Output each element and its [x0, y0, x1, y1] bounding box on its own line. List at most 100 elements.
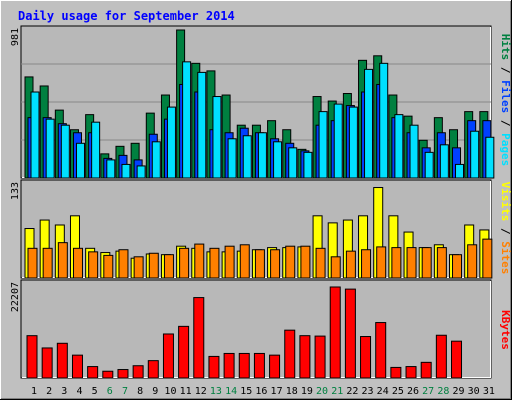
- bar-sites-day-16: [254, 249, 265, 279]
- bar-pages-day-8: [136, 165, 146, 179]
- bar-sites-day-4: [72, 247, 83, 279]
- bar-pages-day-23: [364, 68, 374, 179]
- day-label-20: 20: [316, 386, 328, 397]
- bar-pages-day-13: [212, 96, 222, 179]
- legend-part: /: [499, 113, 512, 133]
- day-label-9: 9: [152, 386, 158, 397]
- bar-kbytes-day-27: [420, 361, 432, 379]
- bar-kbytes-day-6: [102, 370, 114, 379]
- day-label-8: 8: [137, 386, 143, 397]
- bar-kbytes-day-4: [71, 354, 83, 379]
- bar-kbytes-day-15: [238, 352, 250, 379]
- day-label-31: 31: [483, 386, 495, 397]
- bar-sites-day-9: [148, 252, 159, 279]
- bar-sites-day-12: [194, 243, 205, 279]
- bar-sites-day-19: [300, 245, 311, 279]
- legend-part: Visits: [499, 182, 512, 222]
- bar-sites-day-2: [42, 247, 53, 279]
- bar-kbytes-day-24: [375, 322, 387, 379]
- bar-kbytes-day-13: [208, 355, 220, 379]
- bar-pages-day-30: [470, 130, 480, 179]
- bar-kbytes-day-16: [253, 352, 265, 379]
- day-label-18: 18: [286, 386, 298, 397]
- bar-sites-day-11: [179, 247, 190, 279]
- bar-kbytes-day-10: [162, 333, 174, 379]
- bar-pages-day-2: [45, 118, 55, 179]
- bar-sites-day-22: [345, 250, 356, 279]
- bar-pages-day-24: [379, 62, 389, 179]
- bar-sites-day-23: [361, 249, 372, 279]
- bar-pages-day-4: [75, 142, 85, 179]
- day-label-30: 30: [468, 386, 480, 397]
- bar-kbytes-day-8: [132, 365, 144, 379]
- bar-kbytes-day-20: [314, 335, 326, 379]
- bar-sites-day-20: [315, 247, 326, 279]
- day-label-7: 7: [122, 386, 128, 397]
- bar-kbytes-day-3: [56, 342, 68, 379]
- series-legend-labels: Hits / Files / Pages Visits / Sites KBytes: [499, 34, 512, 350]
- bar-kbytes-day-29: [451, 340, 463, 379]
- bar-sites-day-1: [27, 247, 38, 279]
- bar-pages-day-22: [348, 106, 358, 179]
- legend-label-bottom: KBytes: [499, 310, 512, 350]
- bar-pages-day-17: [273, 141, 283, 179]
- legend-label-top: Hits / Files / Pages: [499, 34, 512, 167]
- bar-pages-day-5: [91, 121, 101, 179]
- bar-sites-day-28: [436, 247, 447, 279]
- day-label-15: 15: [240, 386, 252, 397]
- day-label-25: 25: [392, 386, 404, 397]
- day-label-24: 24: [377, 386, 389, 397]
- y-max-label-top: 981: [10, 28, 21, 46]
- bar-sites-day-14: [224, 245, 235, 279]
- bar-kbytes-day-21: [329, 286, 341, 379]
- day-label-26: 26: [407, 386, 419, 397]
- bar-sites-day-31: [482, 238, 493, 279]
- day-label-28: 28: [437, 386, 449, 397]
- chart-panels: [20, 25, 492, 379]
- bar-kbytes-day-12: [193, 297, 205, 379]
- day-label-23: 23: [362, 386, 374, 397]
- y-max-label-middle: 133: [10, 182, 21, 200]
- bar-pages-day-27: [424, 151, 434, 179]
- day-label-27: 27: [422, 386, 434, 397]
- bar-sites-day-30: [467, 244, 478, 279]
- bar-sites-day-3: [57, 242, 68, 279]
- legend-part: /: [499, 60, 512, 80]
- legend-part: /: [499, 221, 512, 241]
- legend-part: Pages: [499, 133, 512, 166]
- legend-part: Hits: [499, 34, 512, 61]
- bar-sites-day-26: [406, 247, 417, 279]
- bar-kbytes-day-7: [117, 369, 129, 379]
- legend-part: KBytes: [499, 310, 512, 350]
- bar-pages-day-15: [242, 135, 252, 179]
- day-label-11: 11: [180, 386, 192, 397]
- day-label-16: 16: [255, 386, 267, 397]
- day-label-5: 5: [92, 386, 98, 397]
- bar-sites-day-10: [163, 254, 174, 279]
- y-max-labels: 981 133 22207: [10, 28, 21, 312]
- day-labels: 1 2 3 4 5 6 7 8 9 10 11 12 13 14 15 16 17 18 19 20 21 22 23 24 2…: [31, 386, 495, 397]
- bar-pages-day-16: [257, 132, 267, 179]
- day-label-3: 3: [61, 386, 67, 397]
- legend-label-middle: Visits / Sites: [499, 182, 512, 275]
- day-label-10: 10: [164, 386, 176, 397]
- bar-pages-day-18: [288, 147, 298, 179]
- bar-pages-day-7: [121, 163, 131, 179]
- bar-kbytes-day-1: [26, 335, 38, 379]
- bar-kbytes-day-5: [87, 366, 99, 379]
- day-label-6: 6: [107, 386, 113, 397]
- day-label-17: 17: [271, 386, 283, 397]
- day-label-12: 12: [195, 386, 207, 397]
- bar-pages-day-26: [409, 124, 419, 179]
- day-label-19: 19: [301, 386, 313, 397]
- bar-pages-day-31: [485, 136, 495, 179]
- bar-sites-day-13: [209, 247, 220, 279]
- bar-pages-day-3: [60, 124, 70, 179]
- bar-pages-day-28: [439, 144, 449, 179]
- chart-bars: [24, 29, 495, 379]
- bar-pages-day-10: [166, 106, 176, 179]
- bar-pages-day-20: [318, 111, 328, 179]
- bar-pages-day-21: [333, 103, 343, 179]
